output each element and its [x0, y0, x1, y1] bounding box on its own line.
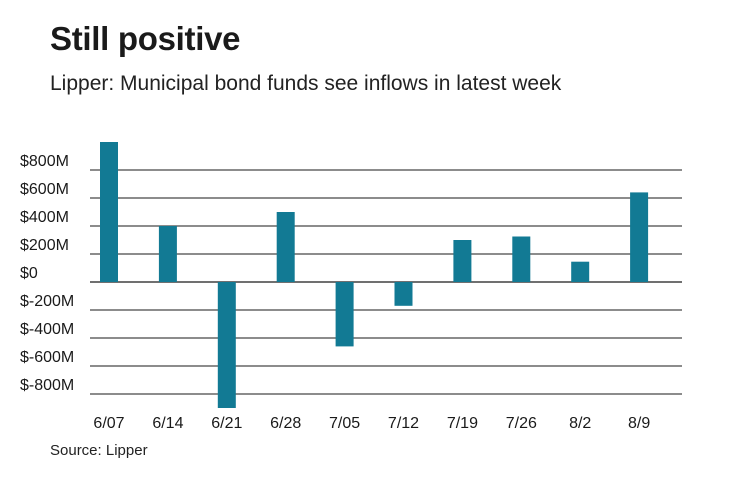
y-tick-label: $-600M: [20, 349, 74, 366]
x-tick-label: 6/07: [93, 415, 124, 432]
y-tick-label: $400M: [20, 209, 69, 226]
x-tick-label: 6/21: [211, 415, 242, 432]
bar-7-19: [453, 240, 472, 282]
bar-7-26: [512, 236, 531, 282]
chart-subtitle: Lipper: Municipal bond funds see inflows…: [50, 72, 562, 95]
y-tick-label: $800M: [20, 153, 69, 170]
y-tick-label: $-200M: [20, 293, 74, 310]
y-tick-label: $600M: [20, 181, 69, 198]
bar-6-14: [158, 226, 177, 282]
bar-6-07: [100, 142, 118, 282]
x-tick-label: 7/12: [388, 415, 419, 432]
x-tick-label: 7/19: [447, 415, 478, 432]
bar-8-9: [630, 192, 649, 282]
source-note: Source: Lipper: [50, 442, 148, 459]
bar-6-28: [276, 212, 295, 282]
bar-7-12: [394, 282, 413, 306]
bars: [100, 142, 649, 408]
y-tick-label: $0: [20, 265, 38, 282]
grid-lines: [90, 169, 682, 395]
bar-6-21: [217, 282, 236, 408]
x-axis-tick-labels: 6/07 6/14 6/21 6/28 7/05 7/12 7/19 7/26 8/2 8/9: [93, 415, 650, 432]
x-tick-label: 8/2: [569, 415, 591, 432]
y-tick-label: $200M: [20, 237, 69, 254]
bar-8-2: [571, 261, 590, 282]
y-tick-label: $-400M: [20, 321, 74, 338]
chart-title: Still positive: [50, 20, 241, 57]
x-tick-label: 6/28: [270, 415, 301, 432]
x-tick-label: 7/05: [329, 415, 360, 432]
x-tick-label: 7/26: [506, 415, 537, 432]
x-tick-label: 8/9: [628, 415, 650, 432]
x-tick-label: 6/14: [152, 415, 183, 432]
y-tick-label: $-800M: [20, 377, 74, 394]
bar-7-05: [335, 282, 354, 347]
y-axis-tick-labels: $800M $600M $400M $200M $0 $-200M $-400M $-600M…: [20, 153, 74, 394]
